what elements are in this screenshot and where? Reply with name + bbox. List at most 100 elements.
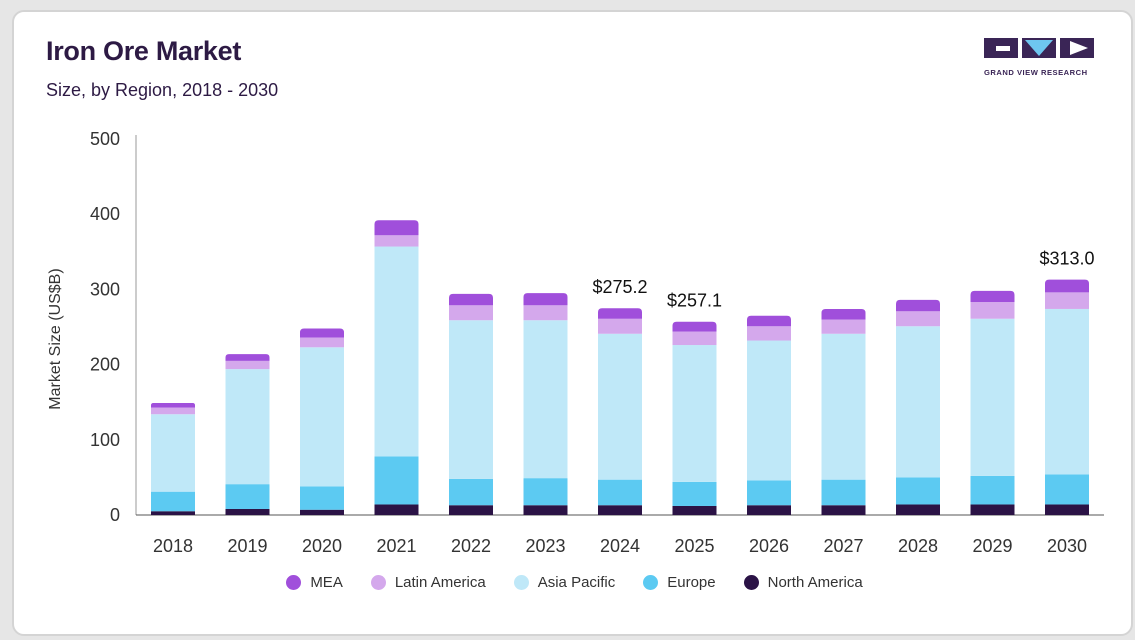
stacked-bar-chart: 0 100 200 300 400 500 Market Size (US$B) 2018 20…: [47, 129, 1104, 556]
x-tick-label: 2019: [227, 536, 267, 556]
bar-segment-north-america: [1045, 504, 1089, 515]
bar-segment-north-america: [151, 511, 195, 515]
bar-stack-2021: [374, 220, 419, 515]
bar-segment-mea: [300, 328, 344, 338]
bar-segment-mea: [821, 308, 866, 320]
bar-segment-asia-pacific: [523, 320, 568, 479]
bar-segment-europe: [821, 479, 866, 506]
bar-segment-mea: [523, 293, 568, 306]
bar-segment-north-america: [300, 509, 344, 515]
bar-segment-asia-pacific: [449, 320, 493, 479]
bar-segment-mea: [225, 354, 270, 361]
x-tick-label: 2026: [749, 536, 789, 556]
bar-segment-latin-america: [374, 235, 419, 247]
bar-segment-asia-pacific: [672, 345, 717, 482]
bar-total-label: $313.0: [1039, 249, 1094, 269]
x-tick-label: 2023: [525, 536, 565, 556]
legend-label: Asia Pacific: [537, 574, 616, 591]
chart-title: Iron Ore Market: [46, 36, 242, 66]
x-tick-label: 2025: [674, 536, 714, 556]
bar-segment-mea: [374, 220, 419, 236]
legend-swatch-icon: [513, 575, 529, 590]
bar-segment-north-america: [374, 504, 419, 515]
bar-stack-2022: [449, 293, 493, 515]
bar-stack-2020: [300, 328, 344, 515]
bar-segment-north-america: [896, 504, 940, 515]
legend-item-asia-pacific[interactable]: Asia Pacific: [513, 574, 616, 591]
legend-label: Europe: [667, 574, 716, 591]
y-tick-label: 100: [90, 430, 120, 450]
bar-segment-asia-pacific: [970, 318, 1015, 476]
bar-segment-latin-america: [523, 305, 568, 321]
bar-segment-asia-pacific: [151, 414, 195, 492]
bar-segment-asia-pacific: [1045, 308, 1089, 475]
legend-item-latin-america[interactable]: Latin America: [370, 574, 486, 591]
bar-segment-asia-pacific: [821, 333, 866, 480]
bar-segment-latin-america: [821, 319, 866, 334]
bar-segment-north-america: [225, 508, 270, 515]
legend-item-mea[interactable]: MEA: [286, 574, 343, 591]
bar-segment-latin-america: [449, 305, 493, 321]
legend-item-europe[interactable]: Europe: [643, 574, 716, 591]
bar-segment-latin-america: [672, 331, 717, 346]
bar-stack-2023: [523, 293, 568, 515]
bar-segment-north-america: [672, 505, 717, 515]
bar-segment-europe: [449, 478, 493, 506]
legend-item-north-america[interactable]: North America: [743, 574, 863, 591]
bar-segment-latin-america: [225, 360, 270, 370]
x-tick-label: 2018: [153, 536, 193, 556]
legend-swatch-icon: [286, 575, 302, 590]
bar-segment-europe: [896, 477, 940, 505]
bar-segment-asia-pacific: [374, 246, 419, 457]
bar-segment-latin-america: [970, 302, 1015, 319]
grand-view-research-logo: GRAND VIEW RESEARCH: [984, 38, 1096, 88]
bar-segment-north-america: [449, 505, 493, 515]
bar-segment-north-america: [523, 505, 568, 515]
logo-text: GRAND VIEW RESEARCH: [984, 68, 1088, 77]
bar-segment-mea: [449, 293, 493, 306]
bar-stack-2018: [151, 402, 195, 515]
bar-segment-mea: [672, 321, 717, 332]
bar-segment-north-america: [970, 504, 1015, 515]
bar-segment-asia-pacific: [747, 340, 791, 481]
gvr-logo-icon: [984, 38, 1094, 58]
y-tick-label: 200: [90, 355, 120, 375]
bar-segment-europe: [374, 456, 419, 505]
y-tick-label: 300: [90, 279, 120, 299]
bar-stack-2025: [672, 321, 717, 515]
y-tick-label: 400: [90, 204, 120, 224]
y-axis-title: Market Size (US$B): [47, 268, 64, 409]
y-tick-label: 0: [110, 505, 120, 525]
bar-segment-latin-america: [896, 311, 940, 327]
x-tick-label: 2022: [451, 536, 491, 556]
bar-segment-europe: [1045, 474, 1089, 505]
bar-segment-latin-america: [151, 407, 195, 415]
bar-total-label: $257.1: [667, 291, 722, 311]
legend-label: MEA: [310, 574, 343, 591]
bar-segment-latin-america: [1045, 292, 1089, 309]
bar-segment-europe: [598, 479, 642, 506]
legend-swatch-icon: [370, 575, 386, 590]
bar-segment-asia-pacific: [598, 333, 642, 480]
bar-segment-mea: [1045, 279, 1089, 293]
bar-stack-2019: [225, 354, 270, 515]
x-tick-label: 2020: [302, 536, 342, 556]
bar-segment-latin-america: [300, 337, 344, 348]
bar-segment-europe: [970, 475, 1015, 505]
chart-card: Iron Ore Market Size, by Region, 2018 - …: [12, 10, 1133, 636]
bar-segment-latin-america: [598, 318, 642, 334]
legend-label: Latin America: [394, 574, 486, 591]
x-tick-label: 2021: [376, 536, 416, 556]
bar-segment-europe: [672, 481, 717, 506]
bar-stack-2029: [970, 290, 1015, 515]
x-tick-label: 2028: [898, 536, 938, 556]
chart-legend: MEA Latin America Asia Pacific Europe North …: [14, 574, 1135, 591]
x-tick-label: 2027: [823, 536, 863, 556]
bar-segment-asia-pacific: [300, 347, 344, 487]
bar-segment-latin-america: [747, 326, 791, 341]
legend-label: North America: [767, 574, 863, 591]
bar-segment-mea: [598, 308, 642, 319]
bar-segment-europe: [747, 480, 791, 506]
bar-segment-mea: [151, 402, 195, 408]
bar-segment-europe: [523, 478, 568, 506]
